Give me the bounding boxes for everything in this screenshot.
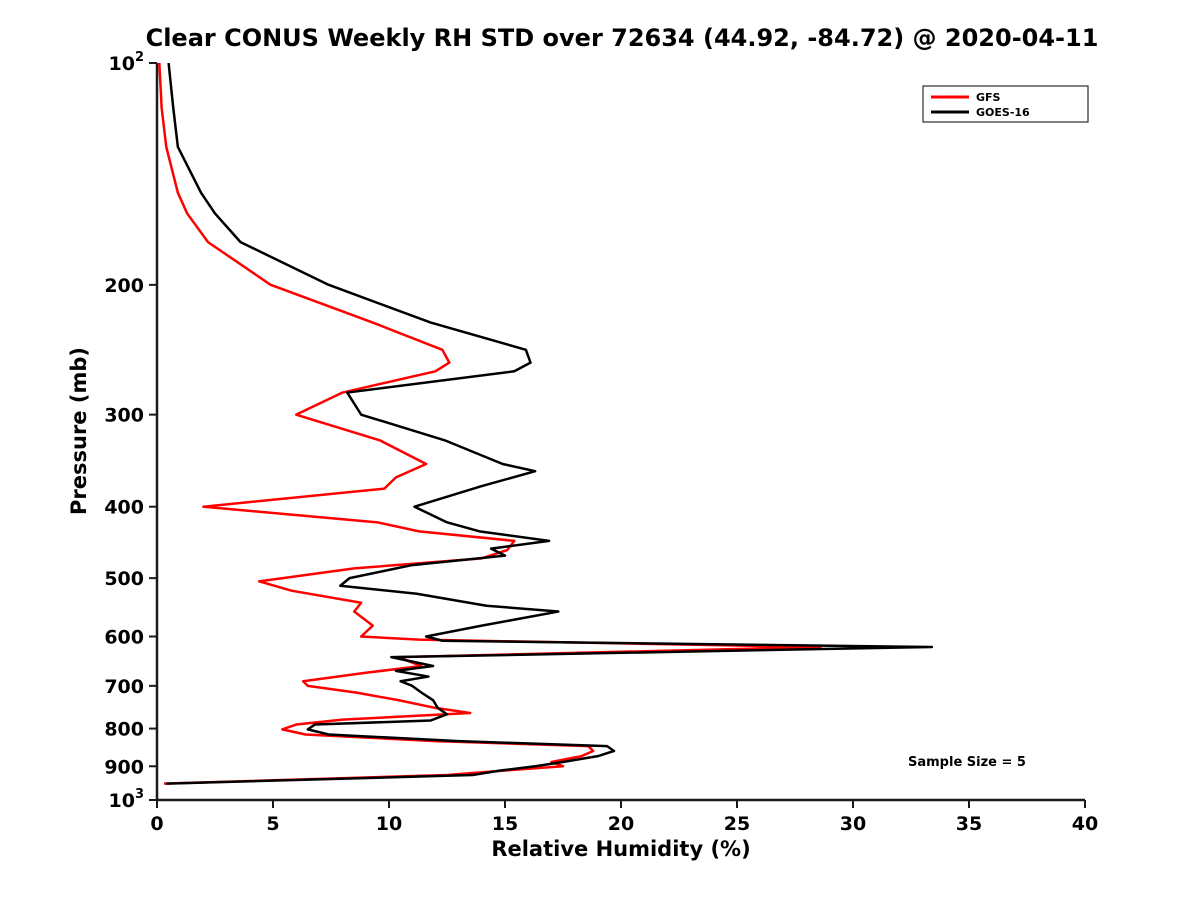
y-tick-label: 300 <box>104 405 144 427</box>
y-tick-label: 103 <box>109 787 145 812</box>
x-tick-label: 30 <box>840 813 866 835</box>
x-tick-label: 40 <box>1072 813 1098 835</box>
y-tick-label: 102 <box>109 50 145 75</box>
legend-box <box>922 85 1089 123</box>
axes: 0 5 10 15 20 25 30 35 40 102 200 300 400 500 600 700 800… <box>104 50 1098 835</box>
y-tick-label: 700 <box>104 676 144 698</box>
y-axis-label: Pressure (mb) <box>67 347 91 515</box>
x-tick-label: 10 <box>376 813 402 835</box>
x-tick-label: 15 <box>492 813 518 835</box>
y-tick-label: 800 <box>104 719 144 741</box>
sample-size-annotation: Sample Size = 5 <box>908 755 1026 770</box>
y-tick-label: 400 <box>104 497 144 519</box>
x-tick-label: 0 <box>150 813 163 835</box>
chart-title: Clear CONUS Weekly RH STD over 72634 (44… <box>146 24 1099 52</box>
x-tick-label: 35 <box>956 813 982 835</box>
legend-label-goes16: GOES-16 <box>976 106 1030 119</box>
x-axis-label: Relative Humidity (%) <box>491 837 750 861</box>
y-tick-label: 500 <box>104 568 144 590</box>
y-tick-label: 200 <box>104 275 144 297</box>
y-tick-label: 600 <box>104 626 144 648</box>
legend-label-gfs: GFS <box>976 91 1001 104</box>
x-tick-label: 20 <box>608 813 634 835</box>
series-line-goes-16 <box>166 62 934 785</box>
series-lines <box>158 62 934 785</box>
y-tick-label: 900 <box>104 756 144 778</box>
x-tick-label: 25 <box>724 813 750 835</box>
series-line-gfs <box>158 62 822 785</box>
legend: GFS GOES-16 <box>922 85 1089 123</box>
x-tick-label: 5 <box>266 813 279 835</box>
